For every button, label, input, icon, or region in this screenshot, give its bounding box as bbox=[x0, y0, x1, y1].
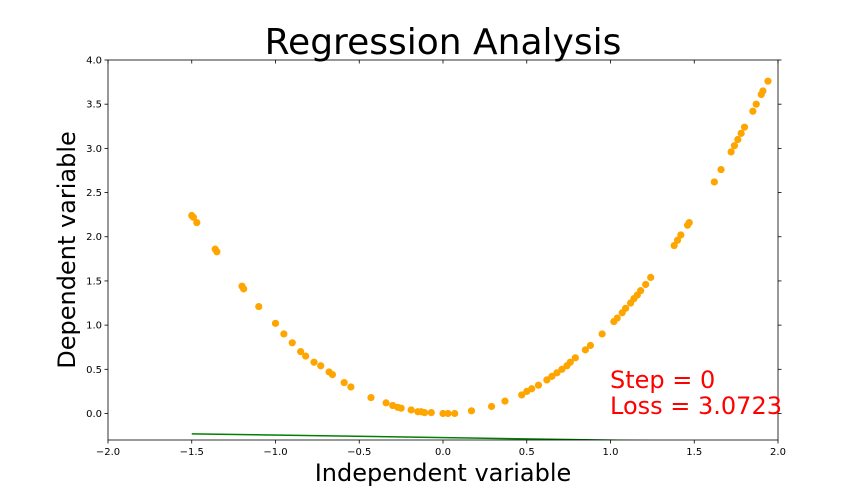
data-point bbox=[288, 339, 296, 347]
data-point bbox=[310, 358, 318, 366]
data-point bbox=[340, 378, 348, 387]
x-tick-label: 2.0 bbox=[770, 447, 786, 458]
data-point bbox=[749, 107, 757, 115]
data-point bbox=[543, 376, 551, 384]
data-point bbox=[528, 385, 536, 393]
y-tick-label: 4.0 bbox=[86, 56, 102, 67]
data-point bbox=[642, 280, 650, 289]
y-tick-label: 3.5 bbox=[86, 100, 102, 111]
chart-title: Regression Analysis bbox=[265, 22, 622, 63]
data-point bbox=[727, 148, 735, 156]
data-point bbox=[598, 330, 606, 338]
data-point bbox=[752, 100, 760, 108]
data-point bbox=[347, 383, 355, 391]
y-axis-label: Dependent variable bbox=[53, 131, 81, 369]
data-point bbox=[558, 365, 566, 373]
data-point bbox=[302, 352, 310, 360]
data-point bbox=[566, 358, 574, 366]
data-point bbox=[553, 369, 561, 377]
data-point bbox=[759, 87, 767, 95]
x-tick-label: −1.5 bbox=[180, 447, 204, 458]
data-point bbox=[710, 178, 718, 186]
x-axis-ticks: −2.0 −1.5 −1.0 −0.5 0.0 0.5 1.0 1.5 2.0 bbox=[96, 60, 786, 458]
data-point bbox=[297, 348, 305, 356]
data-point bbox=[581, 346, 589, 354]
data-point bbox=[740, 123, 749, 131]
x-tick-label: 0.0 bbox=[435, 447, 451, 458]
data-point bbox=[255, 302, 263, 311]
data-point bbox=[673, 236, 682, 244]
data-point bbox=[737, 129, 745, 137]
x-axis-label: Independent variable bbox=[315, 459, 572, 487]
data-point bbox=[670, 241, 678, 250]
x-tick-label: −0.5 bbox=[347, 447, 371, 458]
data-point bbox=[717, 165, 725, 174]
step-annotation: Step = 0 bbox=[610, 366, 715, 394]
data-point bbox=[764, 77, 772, 85]
data-point bbox=[451, 409, 459, 418]
data-point bbox=[420, 409, 429, 417]
data-point bbox=[487, 402, 496, 411]
data-point bbox=[317, 362, 325, 370]
fit-line-layer bbox=[191, 433, 652, 440]
data-points-layer bbox=[188, 77, 772, 418]
y-tick-label: 2.0 bbox=[86, 232, 102, 243]
data-point bbox=[280, 330, 288, 338]
y-tick-label: 1.0 bbox=[86, 321, 102, 332]
y-tick-label: 0.0 bbox=[86, 409, 102, 420]
x-tick-label: −2.0 bbox=[96, 447, 120, 458]
data-point bbox=[427, 409, 435, 417]
y-axis-ticks: 0.0 0.5 1.0 1.5 2.0 2.5 3.0 3.5 4.0 bbox=[86, 56, 782, 420]
data-point bbox=[328, 371, 337, 379]
data-point bbox=[467, 407, 476, 415]
data-point bbox=[548, 372, 556, 380]
data-point bbox=[367, 393, 375, 402]
data-point bbox=[613, 314, 621, 322]
x-tick-label: 0.5 bbox=[519, 447, 535, 458]
y-tick-label: 0.5 bbox=[86, 365, 102, 376]
x-tick-label: 1.0 bbox=[603, 447, 619, 458]
data-point bbox=[647, 273, 655, 281]
fit-line bbox=[191, 433, 652, 440]
data-point bbox=[439, 409, 447, 418]
data-point bbox=[621, 304, 630, 312]
data-point bbox=[444, 409, 452, 418]
data-point bbox=[677, 231, 685, 239]
data-point bbox=[685, 219, 693, 227]
data-point bbox=[730, 142, 739, 150]
data-point bbox=[382, 399, 390, 407]
x-tick-label: −1.0 bbox=[263, 447, 287, 458]
y-tick-label: 3.0 bbox=[86, 144, 102, 155]
data-point bbox=[271, 319, 280, 327]
data-point bbox=[213, 248, 221, 256]
data-point bbox=[240, 285, 248, 293]
data-point bbox=[397, 404, 405, 412]
data-point bbox=[407, 406, 415, 414]
data-point bbox=[534, 381, 543, 389]
data-point bbox=[734, 135, 742, 144]
data-point bbox=[501, 397, 509, 405]
data-point bbox=[586, 341, 595, 350]
x-tick-label: 1.5 bbox=[686, 447, 702, 458]
y-tick-label: 1.5 bbox=[86, 276, 102, 287]
y-tick-label: 2.5 bbox=[86, 188, 102, 199]
data-point bbox=[518, 391, 526, 399]
data-point bbox=[193, 219, 201, 227]
data-point bbox=[189, 213, 198, 221]
data-point bbox=[637, 287, 645, 295]
data-point bbox=[571, 354, 579, 362]
loss-annotation: Loss = 3.0723 bbox=[610, 392, 782, 420]
